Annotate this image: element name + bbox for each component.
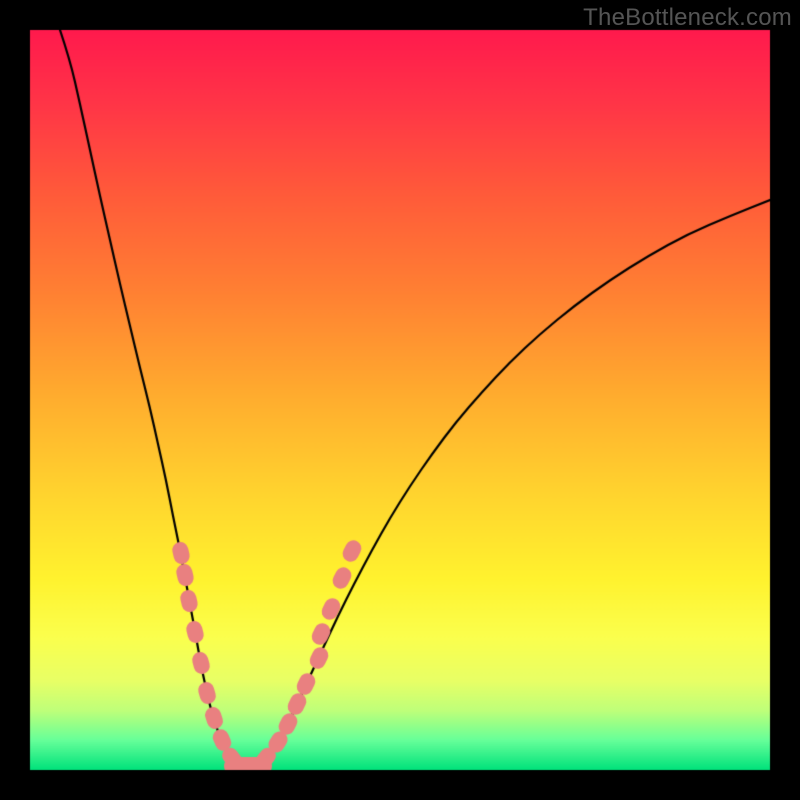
watermark-text: TheBottleneck.com: [583, 4, 792, 32]
bottleneck-chart: [0, 0, 800, 800]
